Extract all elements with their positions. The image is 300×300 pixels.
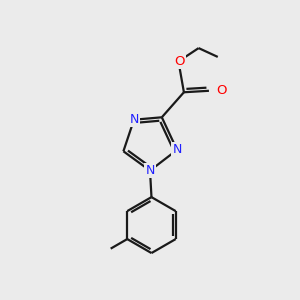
Text: N: N bbox=[145, 164, 155, 177]
Text: O: O bbox=[174, 56, 185, 68]
Text: N: N bbox=[129, 113, 139, 126]
Text: N: N bbox=[172, 143, 182, 156]
Text: O: O bbox=[216, 84, 227, 97]
